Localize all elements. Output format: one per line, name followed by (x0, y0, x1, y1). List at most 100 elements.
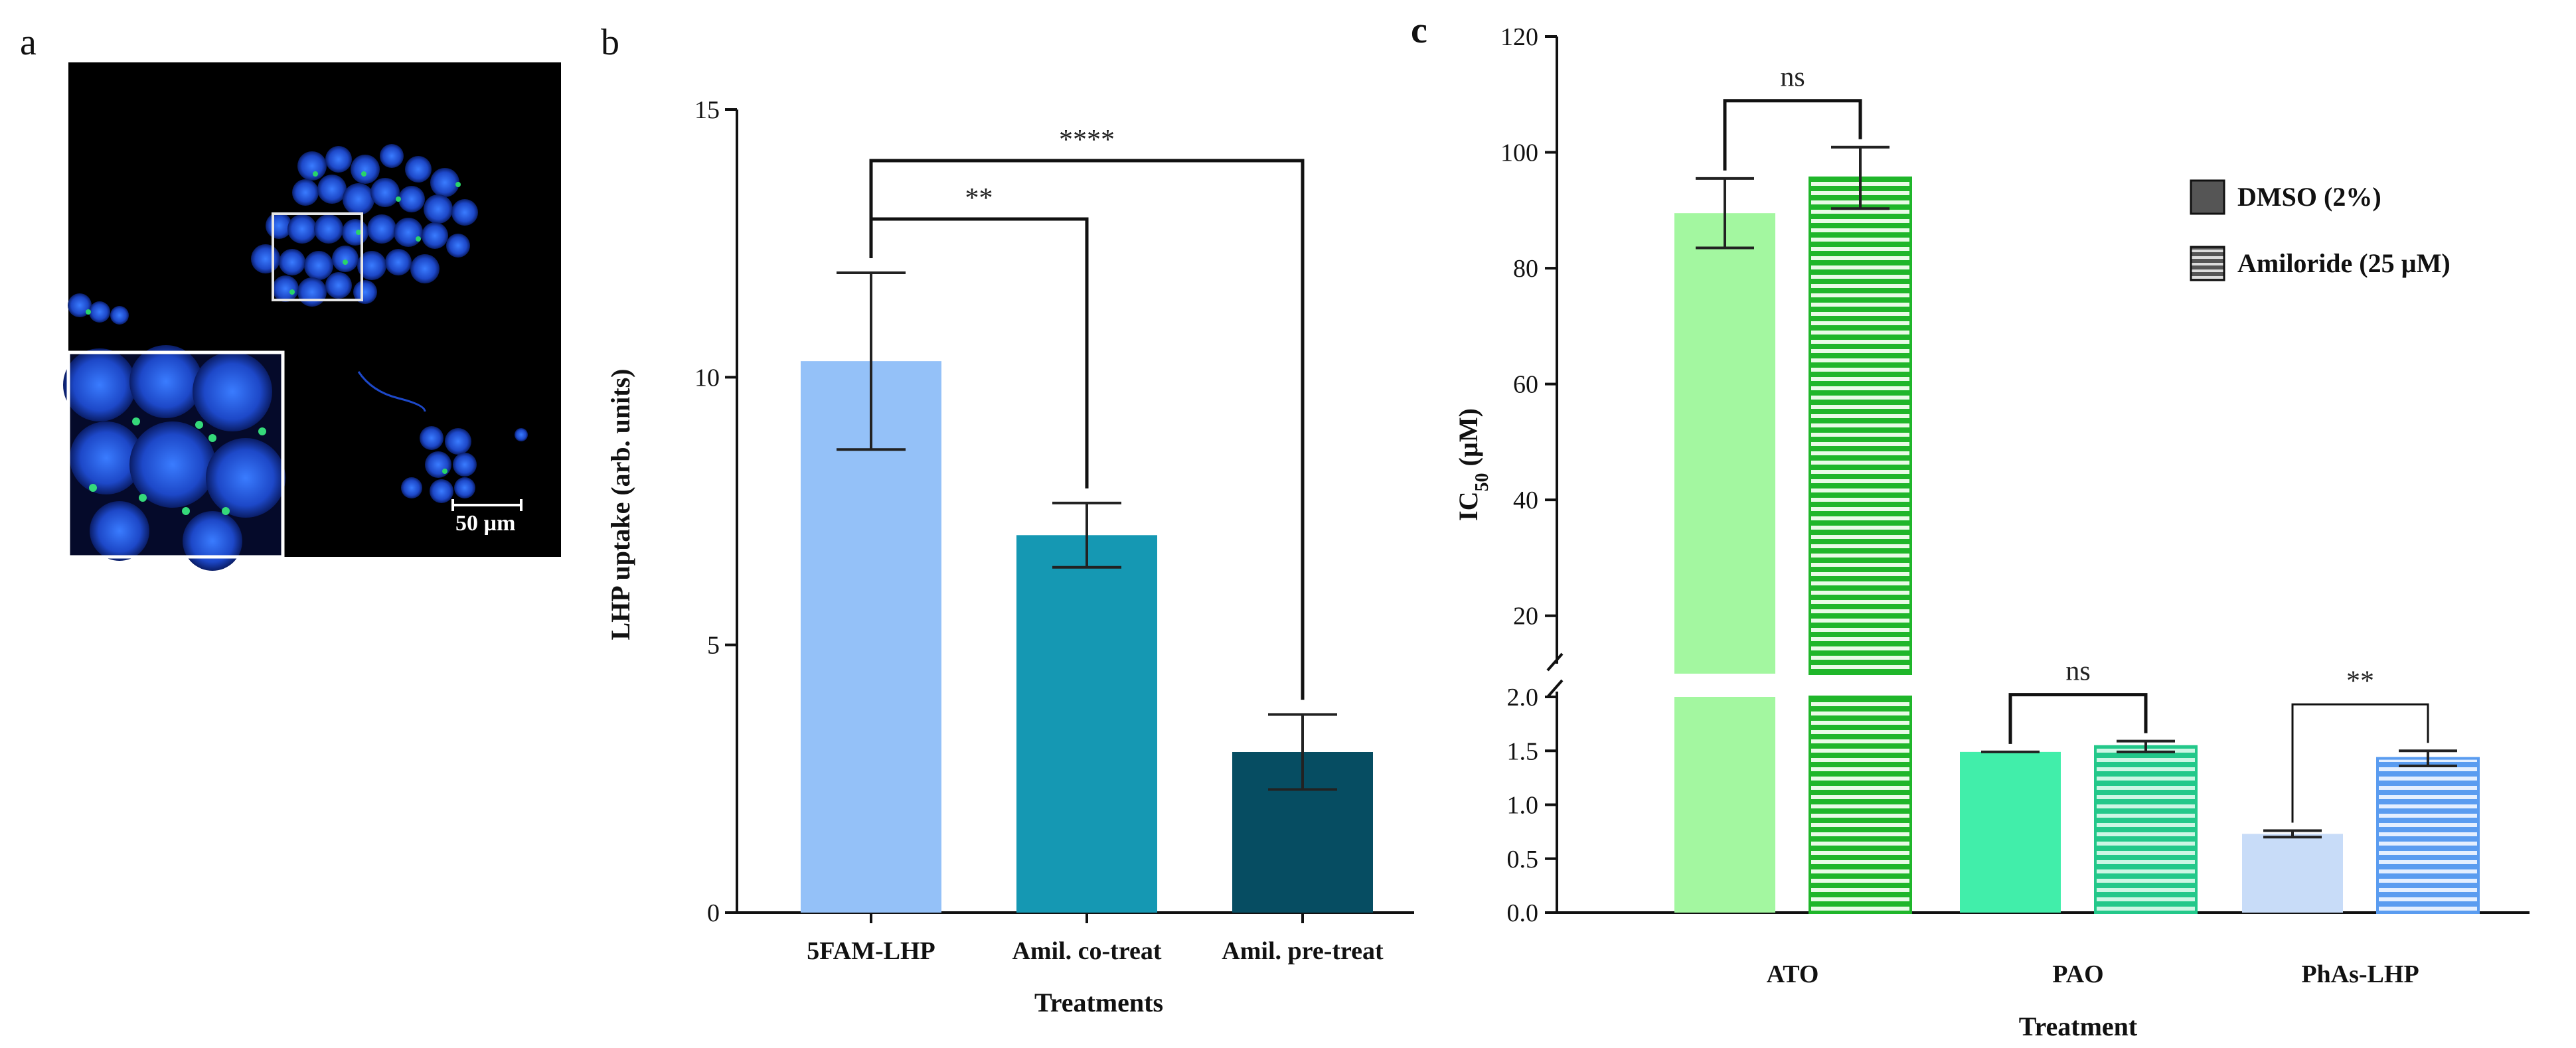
chart-c: IC50 (µM) Treatment DMSO (2%) Amiloride … (1453, 23, 2530, 1041)
cell-nucleus (317, 175, 347, 204)
cell-nucleus (446, 234, 470, 258)
chart-c-x-axis-title: Treatment (2019, 1011, 2138, 1041)
chart-c-y-tick-label: 40 (1513, 487, 1538, 514)
chart-c-legend: DMSO (2%) Amiloride (25 µM) (2190, 179, 2451, 281)
chart-c-bar (2242, 834, 2343, 913)
chart-c-y-tick-label: 80 (1513, 255, 1538, 283)
inset-cell-nucleus (206, 438, 285, 518)
zoom-region-box (272, 212, 363, 301)
chart-b-bar (801, 361, 941, 913)
inset-cell-nucleus (183, 511, 242, 571)
chart-c-bar (1809, 696, 1912, 914)
cell-nucleus (410, 254, 440, 283)
inset-zoom (63, 345, 285, 571)
green-puncta (442, 469, 447, 474)
cell-nucleus (401, 477, 422, 498)
green-puncta (289, 289, 295, 295)
chart-c-category-label: PhAs-LHP (2301, 960, 2419, 988)
chart-c-significance-bracket (2291, 703, 2429, 823)
cell-debris (357, 371, 426, 412)
cell-nucleus (325, 146, 352, 173)
cell-nucleus (385, 249, 412, 275)
cell-nucleus (251, 244, 280, 273)
chart-c-bar (1674, 697, 1775, 913)
cell-nucleus (287, 214, 317, 244)
scale-bar-label: 50 µm (455, 511, 515, 536)
chart-b-significance-bracket (869, 159, 1305, 700)
cell-nucleus (304, 251, 333, 280)
cell-nucleus (422, 222, 448, 249)
chart-c-category-label: PAO (2052, 960, 2103, 988)
cell-nucleus (454, 477, 475, 498)
inset-cell-nucleus (129, 421, 216, 508)
legend-label-amiloride: Amiloride (25 µM) (2237, 248, 2451, 278)
chart-c-significance-bracket (1723, 99, 1862, 171)
green-puncta (343, 260, 348, 265)
green-puncta (416, 236, 421, 242)
chart-c-y-tick-label: 1.5 (1507, 737, 1539, 765)
chart-b-x-axis-title: Treatments (1034, 988, 1163, 1017)
panel-c-label: c (1411, 10, 1427, 51)
cell-nucleus (89, 301, 110, 323)
green-puncta (86, 309, 91, 315)
chart-c-axis-break-mark (1546, 652, 1564, 672)
chart-b-y-tick-label: 5 (707, 632, 720, 660)
inset-cell-nucleus (63, 348, 136, 421)
legend-label-dmso: DMSO (2%) (2237, 182, 2381, 212)
chart-c-bar (1960, 751, 2061, 913)
green-puncta (455, 182, 461, 187)
cell-nucleus (297, 277, 327, 307)
chart-b-category-label: Amil. pre-treat (1222, 937, 1384, 965)
inset-cell-nucleus (129, 345, 202, 418)
cell-nucleus (343, 183, 374, 215)
cell-nucleus (297, 151, 327, 181)
chart-c-bar (2376, 757, 2480, 914)
inset-green-puncta (132, 417, 140, 425)
chart-c-y-tick-label: 100 (1500, 139, 1538, 167)
inset-green-puncta (139, 494, 147, 502)
green-puncta (361, 171, 366, 177)
inset-green-puncta (182, 507, 190, 515)
chart-b-significance-label: **** (1059, 125, 1115, 155)
cell-nucleus (430, 479, 453, 503)
cell-nucleus (398, 186, 425, 212)
green-puncta (396, 196, 401, 202)
cell-nucleus (420, 426, 443, 450)
inset-green-puncta (258, 427, 266, 435)
chart-c-significance-label: ns (1780, 62, 1805, 93)
micrograph: 50 µm (63, 62, 561, 571)
cell-nucleus (351, 155, 380, 184)
chart-c-significance-label: ns (2065, 656, 2090, 687)
cell-nucleus (332, 246, 359, 272)
legend-swatch-dmso (2190, 179, 2225, 215)
cell-nucleus (353, 280, 377, 304)
inset-green-puncta (195, 421, 203, 429)
chart-b-y-axis-title: LHP uptake (arb. units) (605, 369, 635, 640)
chart-c-axis-break-mark (1546, 679, 1564, 698)
cell-nucleus (405, 156, 432, 183)
chart-b-y-tick-label: 10 (694, 364, 720, 392)
inset-green-puncta (89, 484, 97, 492)
cell-nucleus (68, 293, 92, 317)
green-puncta (313, 171, 318, 177)
cell-nucleus (430, 168, 459, 197)
cell-nucleus (367, 214, 396, 244)
inset-green-puncta (208, 434, 216, 442)
chart-b-category-label: Amil. co-treat (1012, 937, 1161, 965)
inset-cell-nucleus (90, 501, 149, 561)
chart-c-y-tick-label: 2.0 (1507, 684, 1539, 711)
panel-a-label: a (20, 22, 37, 63)
chart-c-y-tick-label: 60 (1513, 371, 1538, 399)
panel-b-label: b (601, 22, 619, 63)
chart-c-y-tick-label: 120 (1500, 23, 1538, 51)
cell-nucleus (380, 144, 404, 168)
cell-nucleus (424, 194, 453, 224)
chart-b: LHP uptake (arb. units) Treatments 0 5 10 1… (605, 96, 1414, 1017)
chart-b-significance-label: ** (965, 183, 993, 214)
cell-nucleus (394, 218, 423, 247)
chart-c-significance-bracket (2008, 693, 2148, 744)
cell-nucleus (110, 306, 129, 325)
chart-c-significance-label: ** (2346, 666, 2374, 696)
cell-nucleus (314, 214, 343, 244)
